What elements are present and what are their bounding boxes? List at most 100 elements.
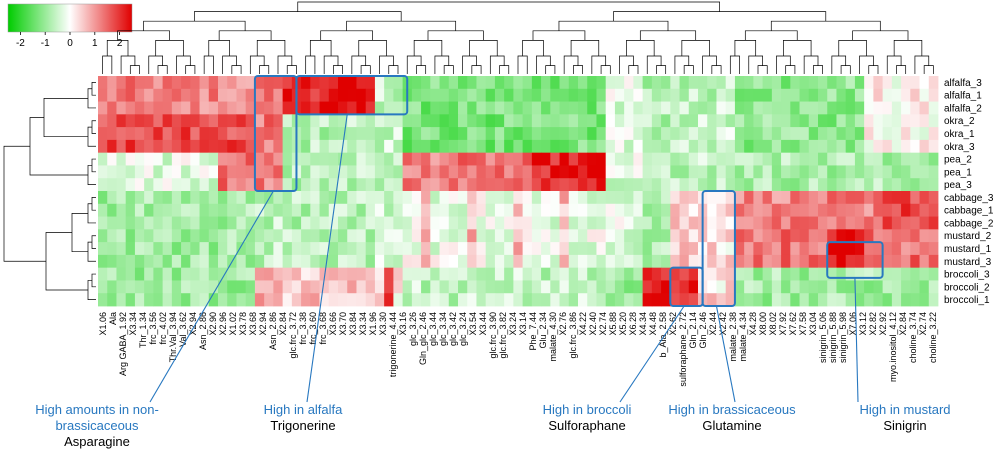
heatmap-cell: [171, 267, 182, 281]
heatmap-cell: [753, 229, 764, 243]
heatmap-cell: [504, 152, 514, 166]
heatmap-cell: [596, 280, 607, 294]
heatmap-cell: [467, 178, 477, 192]
heatmap-cell: [467, 101, 477, 115]
column-label: X2.40: [588, 312, 598, 336]
heatmap-cell: [818, 114, 828, 128]
heatmap-cell: [374, 203, 385, 217]
heatmap-cell: [190, 88, 200, 102]
heatmap-cell: [559, 254, 570, 269]
heatmap-cell: [873, 178, 884, 192]
heatmap-cell: [550, 139, 560, 154]
heatmap-cell: [476, 178, 487, 192]
heatmap-cell: [762, 114, 773, 128]
heatmap-cell: [458, 191, 468, 205]
heatmap-cell: [227, 178, 237, 192]
heatmap-cell: [494, 293, 505, 307]
heatmap-cell: [513, 165, 524, 179]
heatmap-cell: [365, 229, 376, 243]
heatmap-cell: [744, 127, 754, 141]
heatmap-cell: [679, 280, 690, 294]
heatmap-cell: [218, 229, 228, 243]
heatmap-cell: [882, 139, 893, 154]
heatmap-cell: [651, 127, 662, 141]
heatmap-cell: [476, 267, 487, 281]
dendrogram-branch: [379, 55, 394, 74]
heatmap-cell: [744, 114, 754, 128]
annotation-trigonerine: High in alfalfa Trigonerine: [238, 402, 368, 434]
heatmap-cell: [319, 165, 330, 179]
heatmap-cell: [790, 280, 800, 294]
column-label: frc_3.68: [318, 312, 328, 345]
heatmap-cell: [374, 88, 385, 102]
heatmap-cell: [218, 267, 228, 281]
heatmap-cell: [854, 127, 865, 141]
column-label: X4.28: [748, 312, 758, 336]
heatmap-cell: [254, 76, 265, 90]
heatmap-cell: [116, 139, 127, 154]
heatmap-cell: [338, 203, 348, 217]
heatmap-cell: [421, 178, 431, 192]
heatmap-cell: [531, 229, 542, 243]
heatmap-cell: [319, 203, 330, 217]
heatmap-cell: [162, 152, 173, 166]
heatmap-cell: [744, 216, 754, 230]
heatmap-cell: [854, 293, 865, 307]
heatmap-cell: [624, 216, 634, 230]
heatmap-cell: [448, 280, 459, 294]
heatmap-cell: [781, 293, 791, 307]
heatmap-cell: [504, 165, 514, 179]
column-label: glc_3.26: [408, 312, 418, 346]
annotation-sulforaphane: High in broccoli Sulforaphane: [522, 402, 652, 434]
heatmap-cell: [818, 76, 828, 90]
heatmap-cell: [854, 216, 865, 230]
heatmap-cell: [254, 114, 265, 128]
row-label: okra_3: [944, 142, 975, 153]
dendrogram-branch: [71, 213, 88, 253]
heatmap-cell: [633, 178, 644, 192]
dendrogram-branch: [143, 20, 246, 31]
heatmap-cell: [494, 229, 505, 243]
heatmap-cell: [402, 191, 413, 205]
heatmap-cell: [891, 229, 902, 243]
heatmap-cell: [771, 76, 782, 90]
heatmap-cell: [384, 114, 394, 128]
heatmap-cell: [134, 88, 145, 102]
heatmap-cell: [679, 139, 690, 154]
heatmap-cell: [393, 165, 404, 179]
heatmap-cell: [282, 76, 293, 90]
heatmap-cell: [411, 178, 422, 192]
column-label: X2.76: [558, 312, 568, 336]
column-label: X2.84: [278, 312, 288, 336]
heatmap-cell: [901, 191, 911, 205]
heatmap-cell: [208, 152, 219, 166]
heatmap-cell: [716, 178, 727, 192]
heatmap-cell: [568, 191, 579, 205]
heatmap-cell: [818, 127, 828, 141]
heatmap-cell: [550, 254, 560, 269]
heatmap-cell: [670, 165, 680, 179]
heatmap-cell: [919, 293, 930, 307]
heatmap-cell: [596, 139, 607, 154]
heatmap-cell: [836, 101, 847, 115]
heatmap-cell: [882, 114, 893, 128]
heatmap-cell: [236, 178, 247, 192]
heatmap-cell: [485, 293, 496, 307]
heatmap-cell: [107, 76, 117, 90]
heatmap-cell: [374, 267, 385, 281]
heatmap-cell: [882, 76, 893, 90]
heatmap-cell: [458, 254, 468, 269]
heatmap-cell: [162, 114, 173, 128]
heatmap-cell: [236, 114, 247, 128]
column-label: X3.66: [328, 312, 338, 336]
legend-tick-label: 2: [117, 38, 123, 49]
heatmap-cell: [393, 216, 404, 230]
heatmap-cell: [919, 139, 930, 154]
heatmap-cell: [199, 191, 210, 205]
heatmap-cell: [227, 216, 237, 230]
dendrogram-branch: [91, 197, 96, 211]
heatmap-cell: [928, 165, 939, 179]
heatmap-cell: [836, 88, 847, 102]
heatmap-cell: [125, 152, 136, 166]
dendrogram-branch: [532, 30, 586, 41]
